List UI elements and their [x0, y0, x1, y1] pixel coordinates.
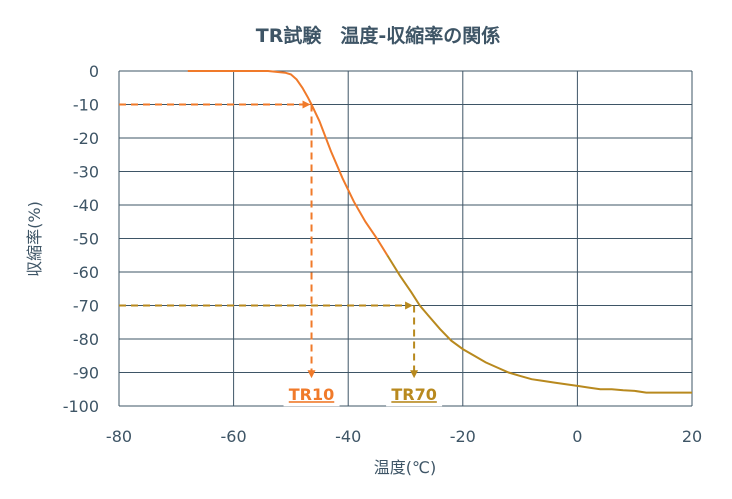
- x-tick-label: 20: [682, 427, 702, 446]
- tr10-label: TR10: [289, 385, 335, 404]
- x-axis-label: 温度(℃): [374, 458, 436, 477]
- chart-title: TR試験 温度-収縮率の関係: [256, 24, 500, 47]
- tr70-label-bg: [386, 382, 443, 407]
- tr10-label-bg: [283, 382, 340, 407]
- x-tick-label: -60: [221, 427, 247, 446]
- series-line-upper: [187, 70, 389, 256]
- y-tick-label: -40: [73, 196, 99, 215]
- tick-labels: -80 -60 -40 -20 0 20 0 -10 -20 -30 -40 -50 -60 -70 -80…: [63, 62, 702, 446]
- y-tick-label: -10: [73, 96, 99, 115]
- tr70-label: TR70: [391, 385, 437, 404]
- y-axis-label: 収縮率(%): [25, 201, 44, 277]
- x-tick-label: -80: [106, 427, 132, 446]
- y-tick-label: -70: [73, 297, 99, 316]
- y-tick-label: -60: [73, 263, 99, 282]
- y-tick-label: -50: [73, 230, 99, 249]
- series-group: [187, 70, 692, 394]
- x-tick-label: 0: [572, 427, 582, 446]
- annotations: TR10 TR70: [119, 100, 443, 407]
- x-tick-label: -40: [335, 427, 361, 446]
- y-tick-label: 0: [89, 62, 99, 81]
- y-tick-label: -100: [63, 397, 99, 416]
- x-tick-label: -20: [450, 427, 476, 446]
- grid: [118, 70, 693, 407]
- y-tick-label: -90: [73, 364, 99, 383]
- y-tick-label: -20: [73, 129, 99, 148]
- series-line-lower: [386, 254, 692, 394]
- y-tick-label: -80: [73, 330, 99, 349]
- y-tick-label: -30: [73, 163, 99, 182]
